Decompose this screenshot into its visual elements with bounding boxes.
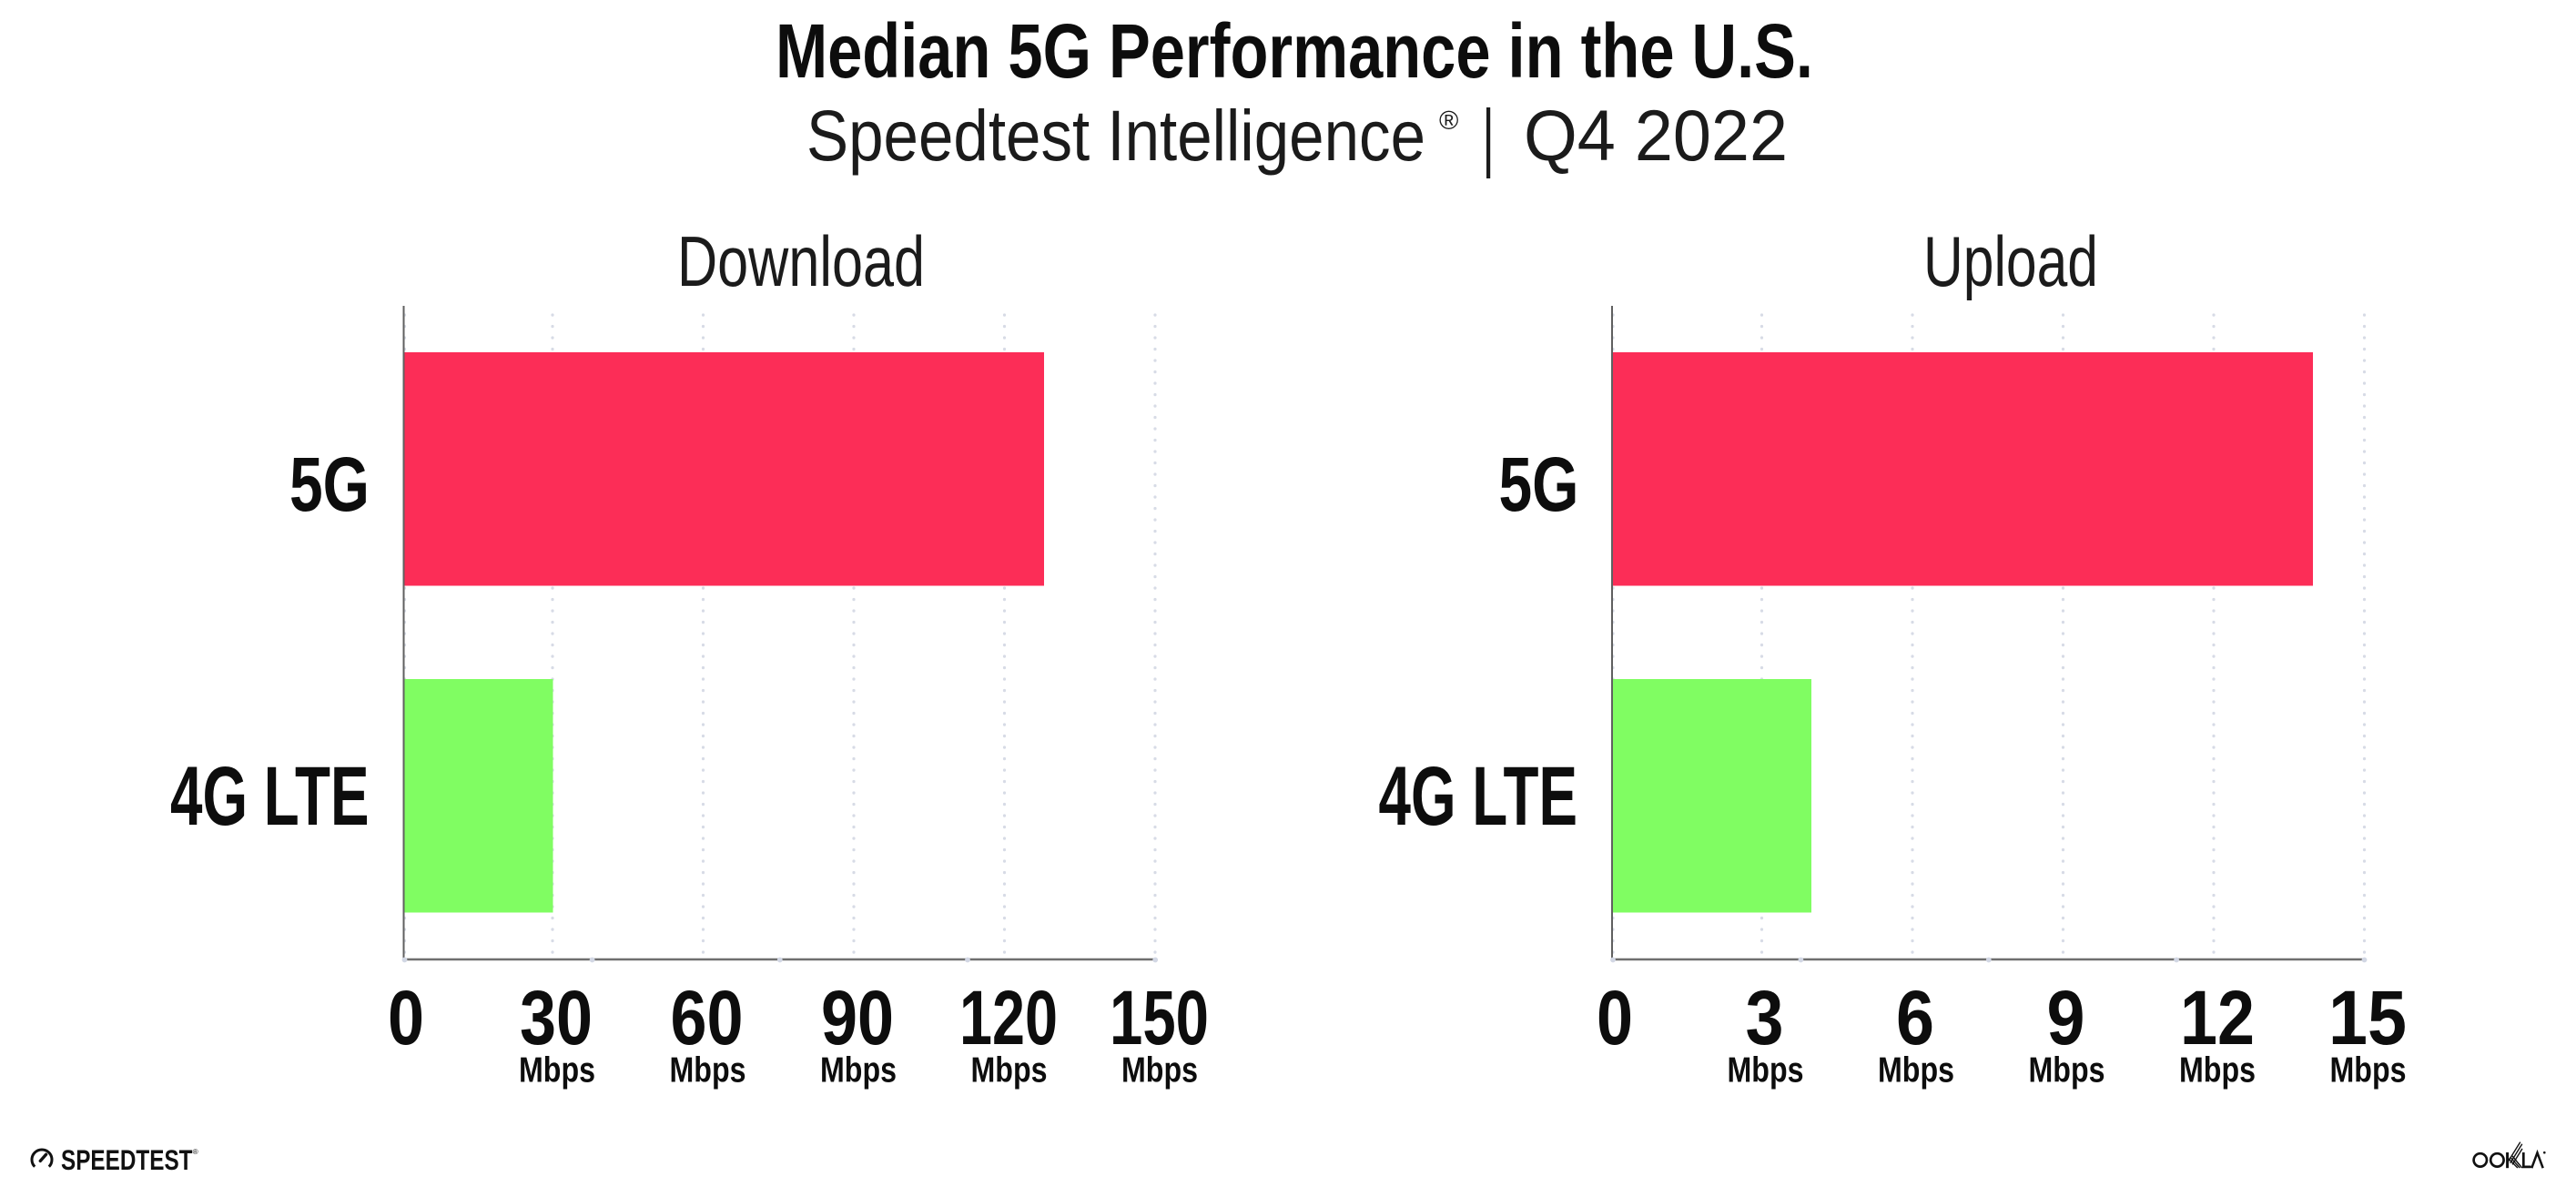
svg-text:Mbps: Mbps [820,1051,897,1090]
svg-text:9: 9 [2047,975,2085,1060]
svg-text:Speedtest Intelligence: Speedtest Intelligence [806,95,1425,176]
svg-text:Mbps: Mbps [670,1051,746,1090]
svg-text:6: 6 [1896,975,1934,1060]
svg-text:60: 60 [671,975,744,1060]
svg-text:Q4 2022: Q4 2022 [1524,95,1788,176]
svg-text:Mbps: Mbps [1728,1051,1804,1090]
svg-text:®: ® [193,1148,198,1156]
svg-text:Download: Download [677,221,925,301]
svg-text:Mbps: Mbps [2029,1051,2105,1090]
svg-text:Mbps: Mbps [1878,1051,1954,1090]
svg-text:4G LTE: 4G LTE [170,750,370,843]
svg-text:15: 15 [2328,975,2407,1060]
svg-text:SPEEDTEST: SPEEDTEST [61,1143,193,1176]
svg-text:0: 0 [1597,975,1633,1060]
svg-text:Mbps: Mbps [2179,1051,2256,1090]
svg-text:®: ® [1439,107,1458,136]
svg-text:5G: 5G [1499,441,1579,527]
svg-text:90: 90 [821,975,894,1060]
svg-text:120: 120 [959,975,1058,1060]
svg-text:30: 30 [520,975,593,1060]
svg-text:4G LTE: 4G LTE [1379,750,1578,843]
svg-text:Mbps: Mbps [971,1051,1048,1090]
svg-text:5G: 5G [289,441,370,527]
svg-text:Mbps: Mbps [1121,1051,1198,1090]
svg-text:0: 0 [388,975,424,1060]
svg-text:150: 150 [1110,975,1209,1060]
svg-text:Mbps: Mbps [519,1051,595,1090]
svg-text:3: 3 [1746,975,1784,1060]
svg-text:Upload: Upload [1923,221,2098,301]
svg-text:12: 12 [2180,975,2255,1060]
svg-text:Mbps: Mbps [2330,1051,2407,1090]
svg-text:Median 5G Performance in the U: Median 5G Performance in the U.S. [776,8,1813,94]
